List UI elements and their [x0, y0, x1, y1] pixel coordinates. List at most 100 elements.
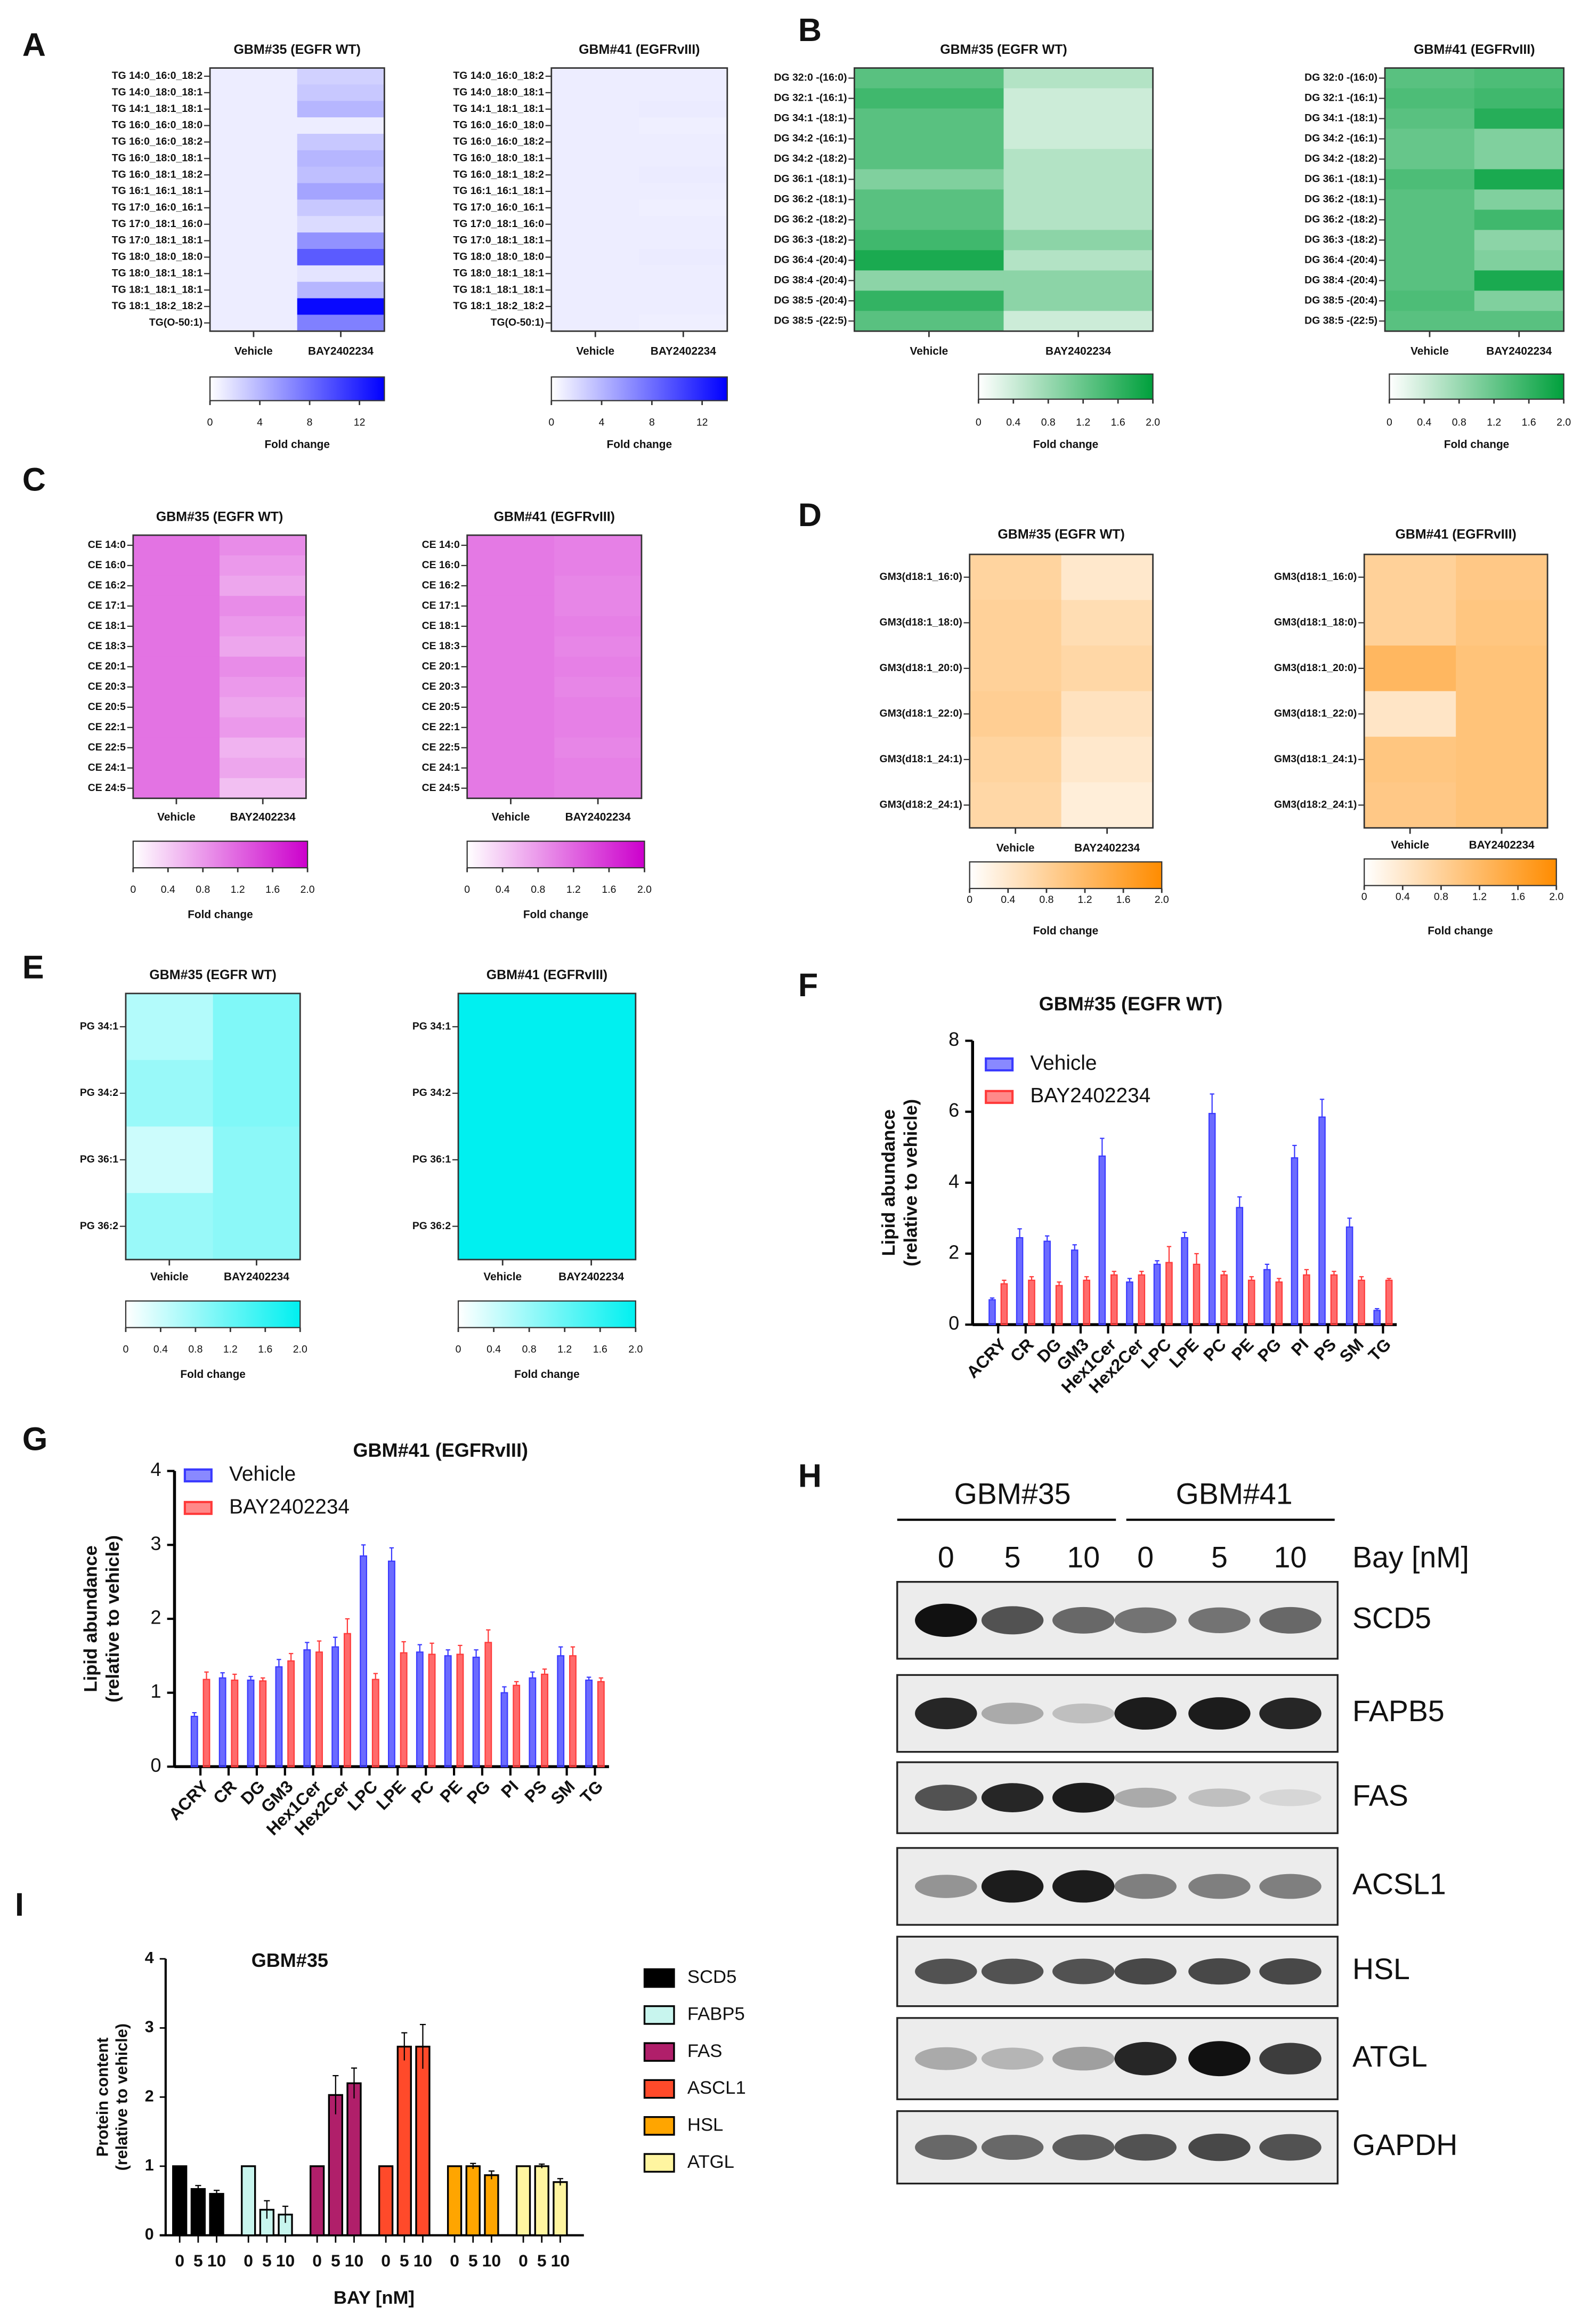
protein-band [915, 1697, 977, 1730]
colorbar-tick-label: 0 [976, 416, 982, 428]
heatmap-cell [297, 248, 385, 266]
protein-label: ATGL [1352, 2040, 1428, 2073]
heatmap-cell [969, 600, 1062, 646]
row-label: TG 17:0_18:1_16:0 [453, 218, 544, 230]
x-tick-label: PS [1310, 1335, 1340, 1365]
row-label: CE 22:1 [88, 721, 126, 733]
colorbar-tick-label: 8 [649, 416, 655, 428]
heatmap-cell [213, 1060, 301, 1127]
blot-scd5 [896, 1581, 1339, 1660]
legend-label: SCD5 [687, 1967, 736, 1987]
heatmap-cell [133, 595, 220, 617]
panel-letter: B [798, 12, 822, 48]
y-tick-label: 0 [150, 1754, 161, 1776]
colorbar-tick-label: 2.0 [1146, 416, 1160, 428]
heatmap-cell [1474, 108, 1564, 130]
row-label: DG 38:5 -(22:5) [774, 314, 847, 326]
colorbar [550, 376, 728, 401]
column-label: Vehicle [910, 345, 948, 358]
heatmap-cell [467, 676, 555, 698]
row-label: GM3(d18:1_24:1) [879, 753, 962, 765]
legend-swatch [985, 1090, 1014, 1104]
heatmap-cell [1061, 600, 1154, 646]
heatmap-cell [133, 616, 220, 637]
colorbar-tick-label: 1.6 [1511, 891, 1525, 903]
colorbar-tick-label: 2.0 [1556, 416, 1571, 428]
protein-band [1114, 1787, 1177, 1808]
bar-ascl1 [396, 2045, 412, 2237]
heatmap-cell [1456, 782, 1548, 829]
bar-vehicle [218, 1677, 226, 1768]
x-tick-label: LPE [1165, 1335, 1202, 1371]
protein-band [1052, 1782, 1115, 1813]
row-label: TG 16:0_18:0_18:1 [453, 152, 544, 164]
protein-band [915, 2135, 977, 2160]
row-label: DG 34:1 -(18:1) [1304, 112, 1377, 124]
legend-label: FAS [687, 2041, 723, 2061]
x-tick-label: 5 [193, 2251, 203, 2270]
x-tick-label: 5 [331, 2251, 340, 2270]
heatmap-cell [554, 595, 642, 617]
protein-band [1114, 1607, 1177, 1633]
heatmap-cell [639, 101, 728, 118]
legend-swatch [643, 1968, 675, 1988]
bar-bay2402234 [1110, 1274, 1118, 1326]
heatmap-cell [854, 189, 1004, 211]
bar-fabp5 [241, 2165, 256, 2237]
heatmap-cell [297, 117, 385, 134]
protein-band [981, 1606, 1044, 1635]
heatmap-a [209, 67, 385, 332]
heatmap-cell [554, 616, 642, 637]
heatmap-cell [210, 265, 298, 283]
heatmap-cell [551, 265, 640, 283]
bar-bay2402234 [1303, 1274, 1310, 1326]
heatmap-cell [639, 68, 728, 85]
bar-bay2402234 [1275, 1281, 1283, 1326]
heatmap-frame [457, 992, 637, 1261]
row-label: CE 18:3 [422, 640, 460, 652]
bar-bay2402234 [315, 1651, 323, 1768]
x-tick-label: 10 [276, 2251, 295, 2270]
heatmap-e [125, 992, 301, 1261]
heatmap-cell [210, 216, 298, 233]
x-axis-label: BAY [nM] [334, 2288, 415, 2308]
heatmap-d [1363, 553, 1549, 829]
protein-band [1114, 2134, 1177, 2161]
x-tick-label: PI [1287, 1335, 1312, 1360]
bar-bay2402234 [287, 1660, 295, 1768]
row-label: GM3(d18:1_18:0) [1274, 616, 1357, 628]
heatmap-cell [554, 737, 642, 758]
bar-vehicle [1016, 1237, 1024, 1326]
row-label: CE 22:5 [88, 741, 126, 753]
protein-label: FAS [1352, 1779, 1408, 1812]
row-label: PG 36:1 [80, 1153, 118, 1165]
colorbar-label: Fold change [264, 438, 329, 450]
heatmap-cell [1003, 149, 1154, 170]
bar-bay2402234 [513, 1684, 521, 1768]
bar-vehicle [988, 1299, 996, 1326]
row-label: CE 18:3 [88, 640, 126, 652]
bar-atgl [553, 2181, 568, 2237]
colorbar-tick-label: 0 [464, 884, 470, 895]
heatmap-cell [551, 117, 640, 134]
protein-band [981, 2047, 1044, 2070]
heatmap-cell [551, 314, 640, 332]
row-label: CE 24:1 [422, 762, 460, 773]
heatmap-cell [639, 199, 728, 217]
colorbar-tick-label: 0.8 [1039, 894, 1053, 906]
row-label: DG 34:2 -(18:2) [774, 153, 847, 165]
heatmap-cell [1385, 128, 1475, 150]
legend-label: HSL [687, 2115, 723, 2135]
heatmap-cell [854, 209, 1004, 231]
protein-band [1052, 2046, 1115, 2071]
heatmap-cell [1003, 169, 1154, 190]
bar-vehicle [360, 1555, 367, 1768]
heatmap-cell [551, 68, 640, 85]
colorbar-tick-label: 0.8 [188, 1343, 202, 1355]
legend-swatch [643, 2079, 675, 2099]
column-label: BAY2402234 [308, 345, 374, 358]
protein-band [1114, 2041, 1177, 2076]
colorbar-label: Fold change [607, 438, 672, 450]
row-label: CE 20:3 [88, 681, 126, 692]
column-label: BAY2402234 [558, 1271, 624, 1283]
